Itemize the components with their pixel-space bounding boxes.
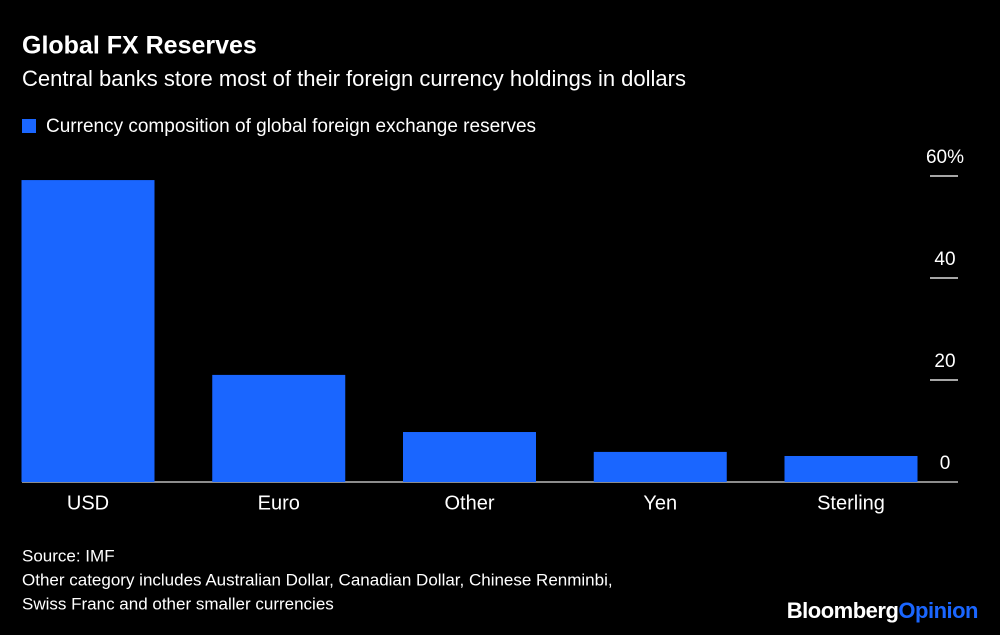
bar — [403, 432, 536, 482]
brand-name: Bloomberg — [787, 598, 899, 623]
y-tick-label: 60% — [926, 147, 964, 168]
y-tick-label: 40 — [934, 249, 955, 270]
bar — [21, 180, 155, 482]
x-tick-label: Other — [444, 492, 494, 514]
x-tick-label: Sterling — [817, 492, 885, 514]
x-tick-label: USD — [67, 492, 109, 514]
legend-label: Currency composition of global foreign e… — [46, 116, 536, 137]
y-tick-label: 20 — [934, 351, 955, 372]
bar — [212, 374, 346, 482]
x-tick-label: Euro — [258, 492, 300, 514]
y-tick-label: 0 — [940, 453, 951, 474]
note: Swiss Franc and other smaller currencies — [22, 594, 334, 613]
bar — [784, 455, 918, 482]
brand-section: Opinion — [898, 598, 978, 623]
legend-swatch — [22, 119, 36, 133]
chart-title: Global FX Reserves — [22, 32, 257, 60]
note: Source: IMF — [22, 546, 115, 565]
chart-subtitle: Central banks store most of their foreig… — [22, 66, 686, 91]
x-tick-label: Yen — [643, 492, 677, 514]
note: Other category includes Australian Dolla… — [22, 570, 613, 589]
bar — [593, 451, 727, 482]
brand: BloombergOpinion — [787, 598, 978, 623]
